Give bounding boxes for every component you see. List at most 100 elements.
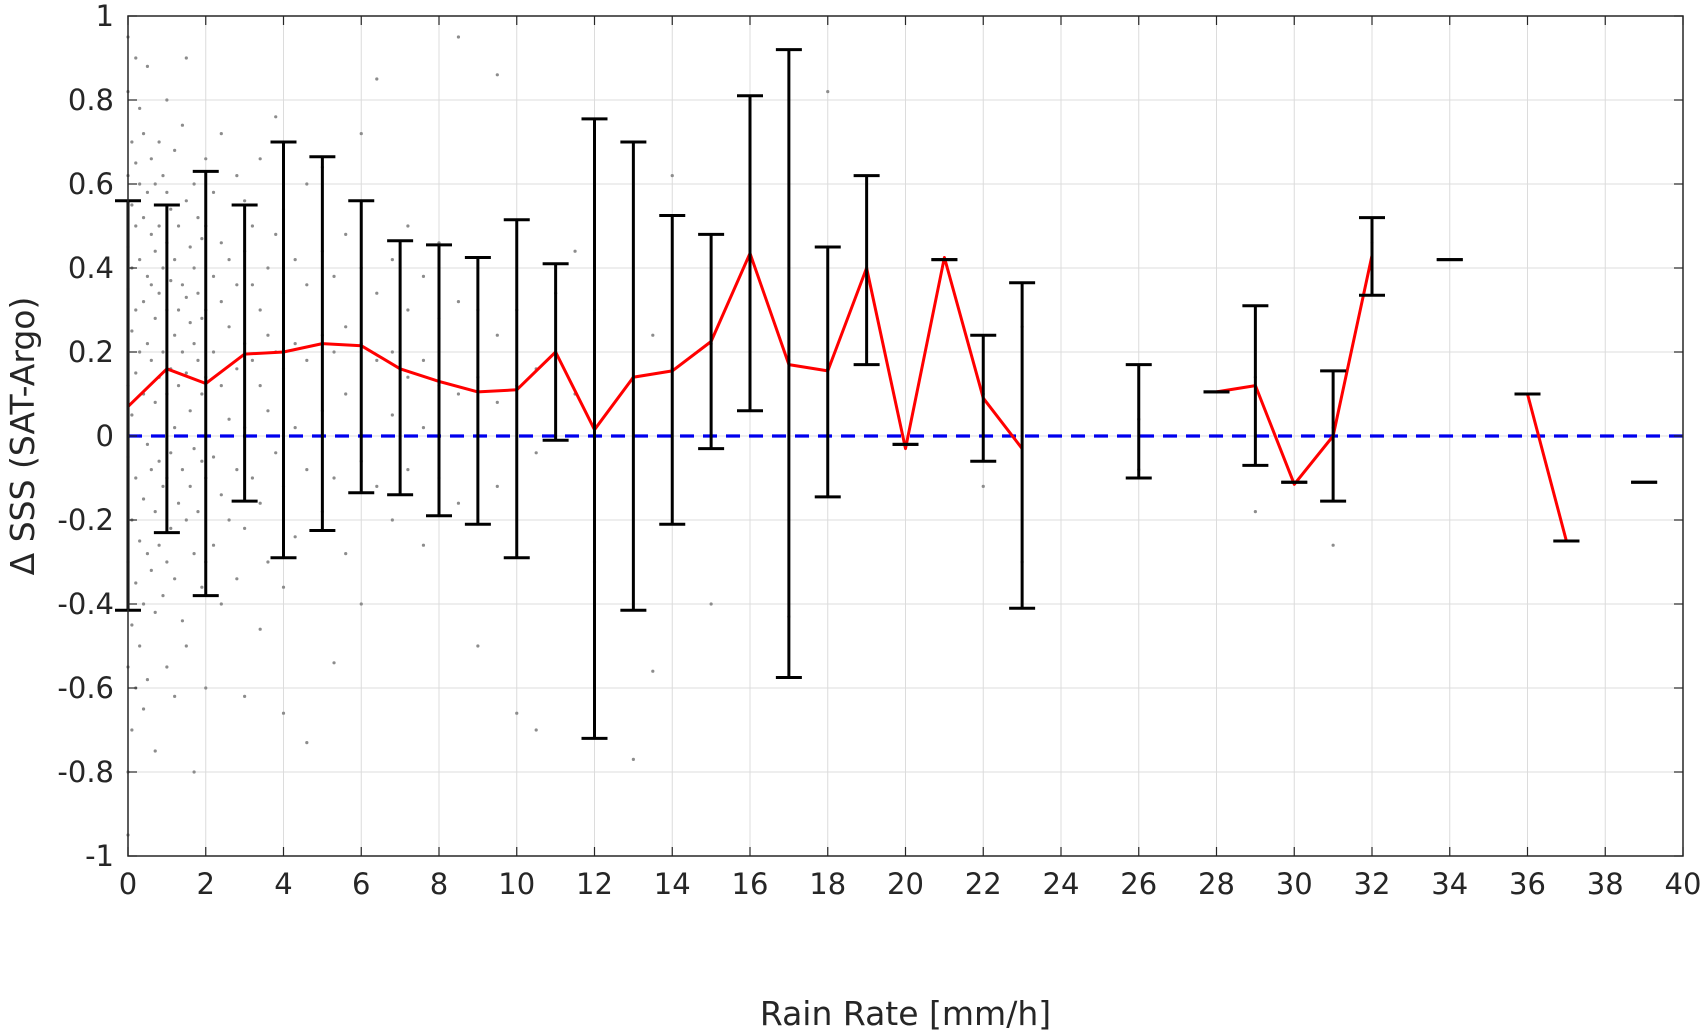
error-bar bbox=[503, 218, 530, 560]
scatter-point bbox=[134, 161, 138, 165]
scatter-point bbox=[826, 90, 830, 94]
error-bar bbox=[153, 203, 180, 535]
scatter-point bbox=[227, 325, 231, 329]
scatter-point bbox=[165, 665, 169, 669]
error-bar bbox=[1009, 281, 1036, 610]
scatter-point bbox=[219, 241, 223, 245]
error-bar bbox=[1359, 216, 1385, 297]
error-bar bbox=[231, 203, 258, 503]
scatter-point bbox=[153, 249, 157, 253]
y-tick-label: -1 bbox=[85, 839, 114, 873]
error-bar bbox=[737, 94, 763, 413]
scatter-point bbox=[651, 669, 655, 673]
scatter-point bbox=[390, 258, 394, 262]
y-tick-label: 1 bbox=[96, 0, 114, 33]
mean-line bbox=[1526, 393, 1568, 542]
scatter-point bbox=[134, 371, 138, 375]
scatter-point bbox=[145, 342, 150, 346]
mean-line-layer bbox=[126, 251, 1568, 542]
scatter-point bbox=[456, 501, 461, 505]
scatter-point bbox=[651, 333, 655, 337]
scatter-point bbox=[184, 371, 188, 375]
scatter-point bbox=[258, 157, 262, 161]
scatter-point bbox=[227, 518, 231, 522]
scatter-point bbox=[141, 132, 146, 136]
error-bar bbox=[620, 140, 647, 612]
scatter-point bbox=[134, 476, 138, 480]
scatter-point bbox=[130, 140, 134, 144]
scatter-point bbox=[456, 300, 461, 304]
scatter-point bbox=[281, 711, 286, 715]
error-bar bbox=[1320, 369, 1347, 503]
scatter-point bbox=[149, 157, 153, 161]
scatter-point bbox=[149, 568, 153, 573]
scatter-point bbox=[981, 484, 985, 488]
scatter-point bbox=[258, 501, 262, 505]
scatter-point bbox=[184, 295, 188, 299]
y-tick-label: 0.2 bbox=[68, 335, 114, 369]
scatter-point bbox=[153, 400, 157, 404]
scatter-point bbox=[243, 694, 247, 699]
scatter-point bbox=[176, 224, 181, 228]
error-bar bbox=[775, 48, 802, 679]
scatter-point bbox=[709, 602, 713, 606]
x-tick-label: 36 bbox=[1509, 867, 1546, 901]
scatter-point bbox=[219, 132, 223, 136]
error-bar bbox=[270, 140, 297, 560]
x-tick-label: 32 bbox=[1354, 867, 1391, 901]
x-tick-label: 14 bbox=[654, 867, 691, 901]
scatter-point bbox=[305, 283, 309, 287]
scatter-point bbox=[134, 581, 138, 585]
scatter-point bbox=[250, 476, 254, 480]
scatter-point bbox=[157, 224, 161, 228]
scatter-point bbox=[200, 585, 204, 589]
error-bar bbox=[581, 117, 608, 740]
scatter-point bbox=[138, 258, 142, 262]
scatter-point bbox=[495, 400, 499, 404]
scatter-point bbox=[211, 455, 216, 459]
scatter-point bbox=[235, 174, 239, 178]
x-tick-label: 10 bbox=[498, 867, 535, 901]
scatter-point bbox=[344, 325, 348, 329]
scatter-point bbox=[192, 266, 196, 270]
scatter-point bbox=[161, 594, 165, 598]
y-tick-label: -0.8 bbox=[57, 755, 114, 789]
scatter-point bbox=[173, 694, 177, 699]
scatter-point bbox=[235, 468, 239, 472]
x-tick-label: 12 bbox=[576, 867, 613, 901]
error-bar bbox=[1125, 363, 1152, 480]
scatter-point bbox=[235, 367, 239, 371]
scatter-point bbox=[145, 190, 150, 194]
scatter-point bbox=[169, 207, 173, 211]
scatter-point bbox=[153, 182, 157, 186]
scatter-point bbox=[266, 409, 270, 413]
scatter-point bbox=[332, 274, 336, 278]
scatter-point bbox=[421, 543, 426, 547]
scatter-point bbox=[200, 392, 204, 396]
scatter-point bbox=[211, 350, 216, 354]
scatter-point bbox=[165, 560, 169, 564]
y-tick-label: -0.4 bbox=[57, 587, 114, 621]
scatter-point bbox=[138, 644, 142, 648]
scatter-point bbox=[219, 493, 223, 497]
scatter-point bbox=[157, 543, 161, 547]
mean-line bbox=[126, 251, 1024, 451]
scatter-point bbox=[134, 56, 138, 60]
scatter-point bbox=[161, 266, 165, 270]
scatter-point bbox=[390, 518, 394, 522]
scatter-point bbox=[375, 77, 379, 81]
scatter-point bbox=[161, 174, 165, 178]
scatter-point bbox=[173, 333, 177, 337]
error-bar bbox=[542, 262, 569, 442]
scatter-point bbox=[145, 274, 150, 278]
scatter-point bbox=[305, 468, 309, 472]
scatter-point bbox=[161, 350, 165, 354]
error-bar bbox=[814, 245, 841, 499]
scatter-point bbox=[258, 308, 262, 312]
scatter-point bbox=[332, 476, 336, 480]
scatter-point bbox=[188, 245, 192, 249]
scatter-point bbox=[134, 308, 138, 312]
x-tick-label: 8 bbox=[430, 867, 448, 901]
scatter-point bbox=[1331, 543, 1335, 547]
